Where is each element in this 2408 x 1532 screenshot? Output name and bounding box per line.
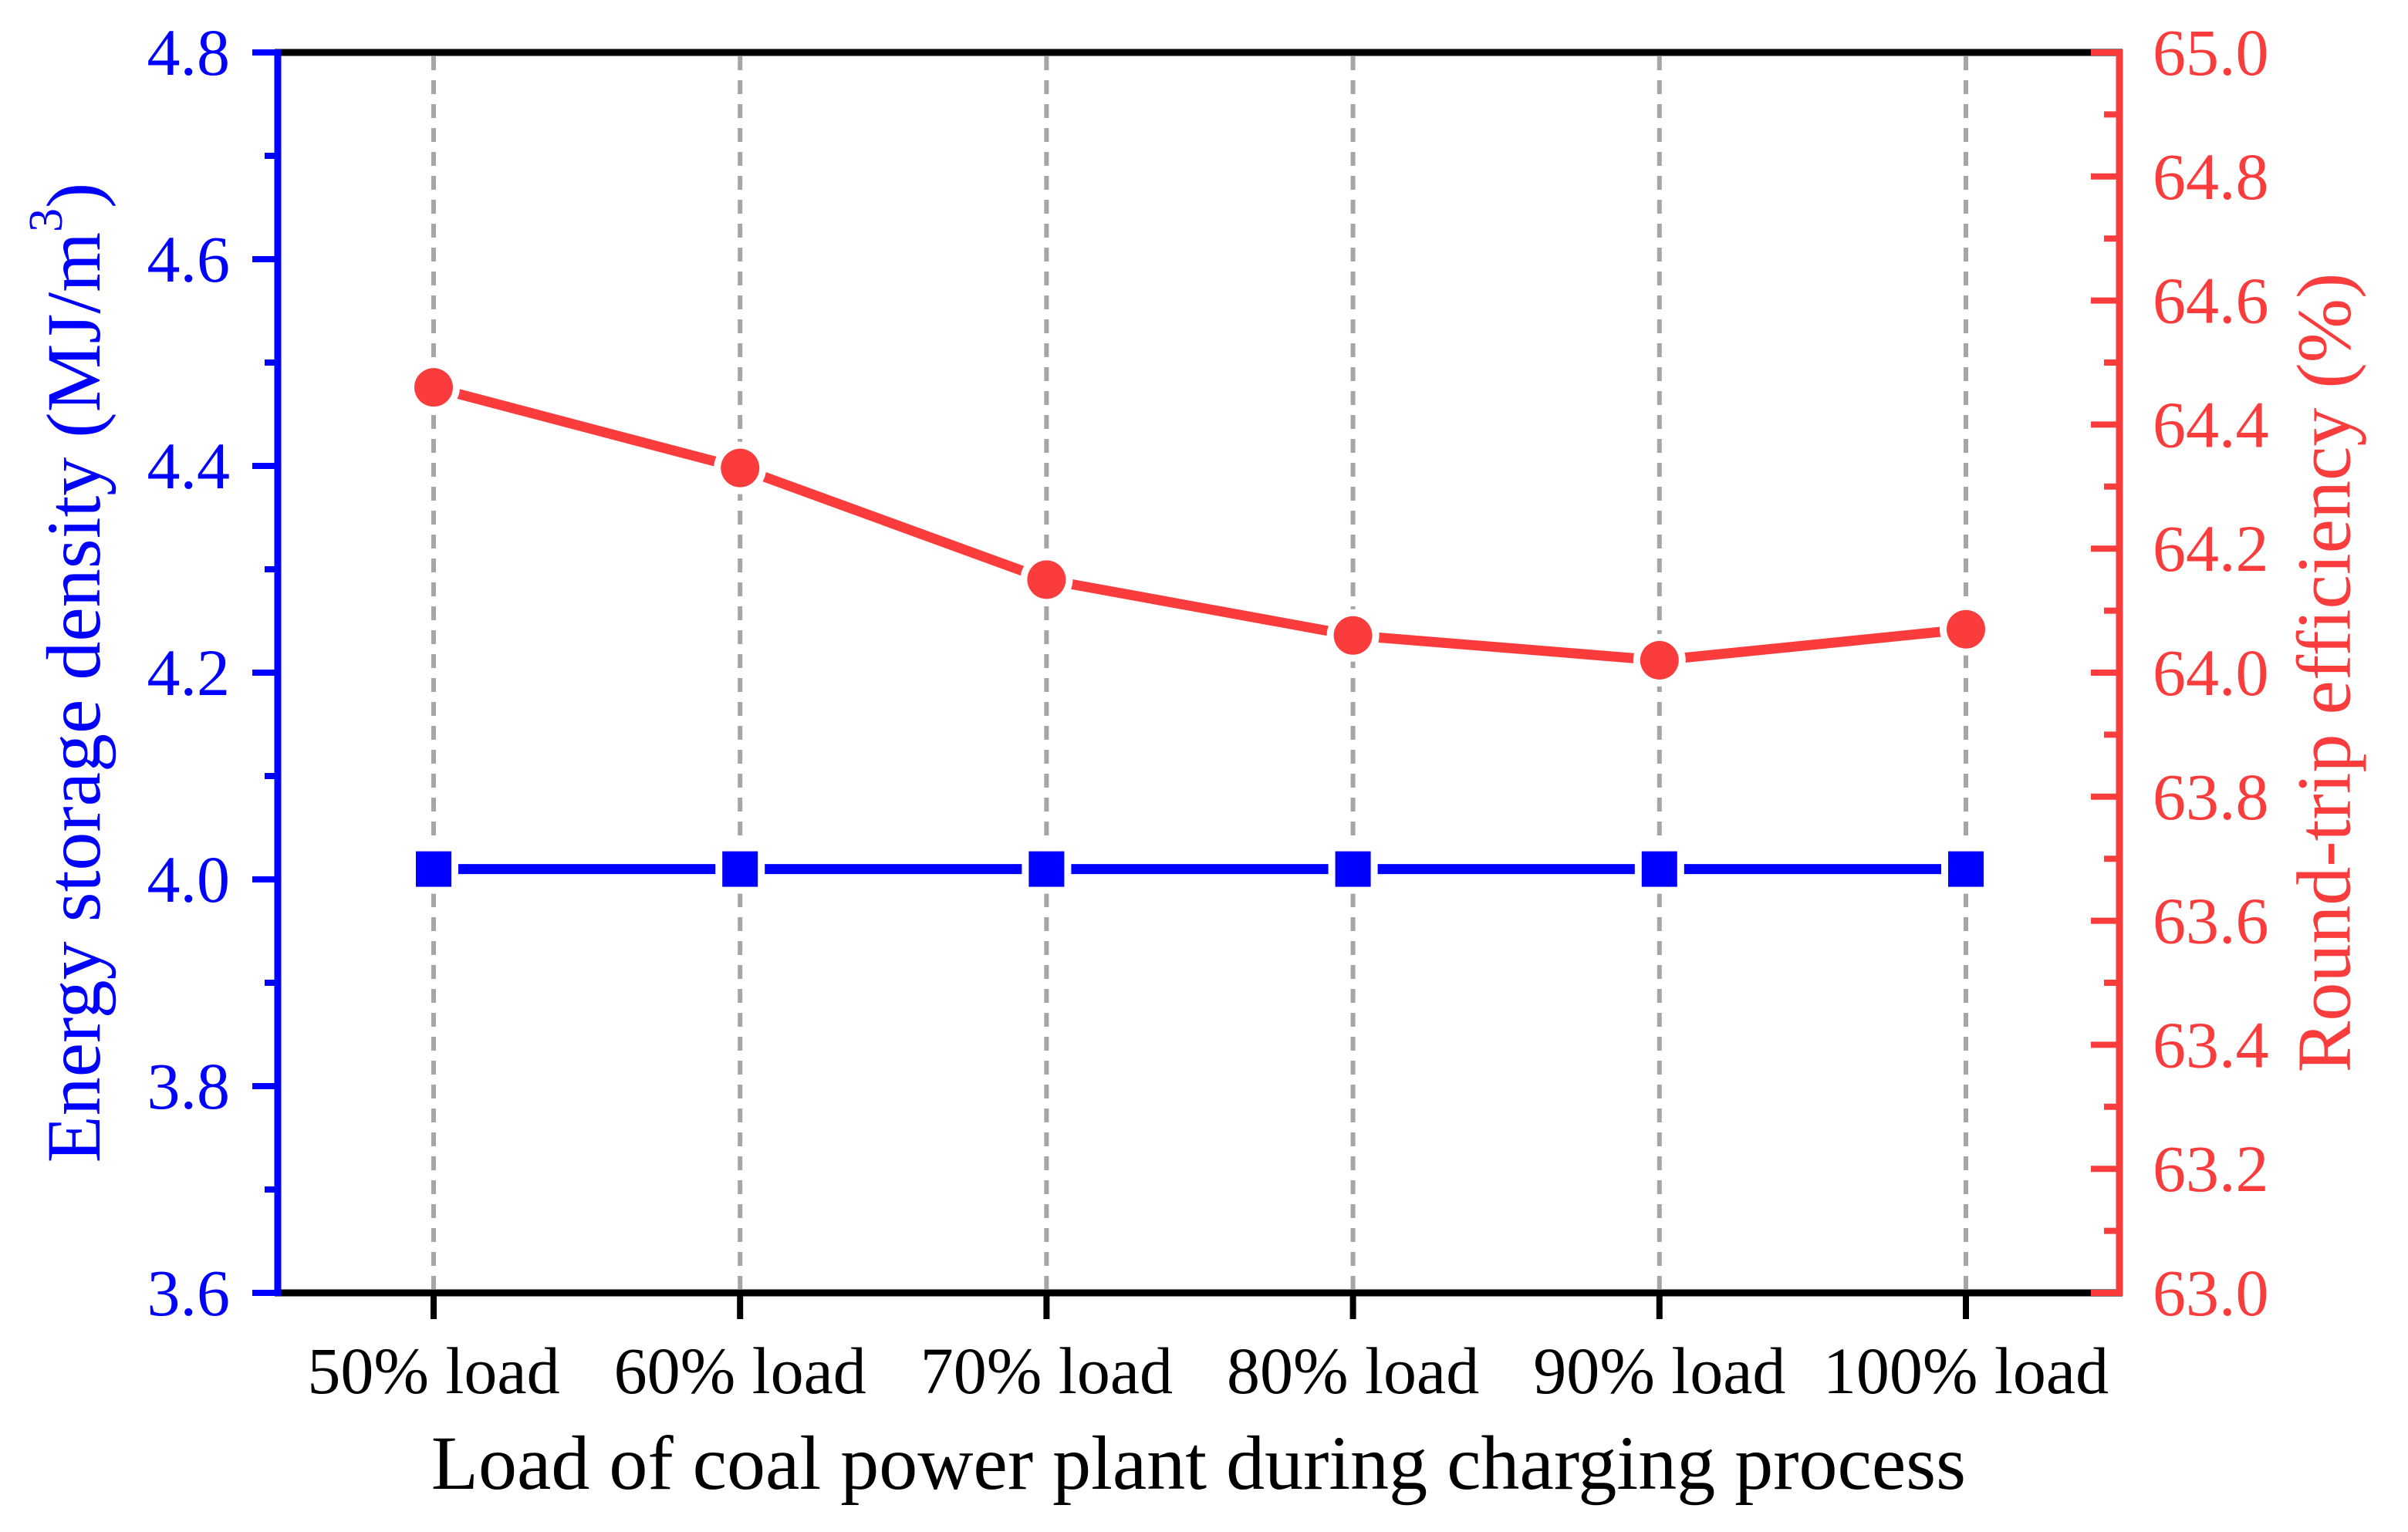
left-axis-title-main: Energy storage density (MJ/m — [31, 232, 117, 1162]
series-energy-density — [409, 844, 1991, 894]
marker-square — [722, 851, 758, 887]
right-tick-label: 64.4 — [2153, 387, 2269, 461]
right-tick-label: 63.2 — [2153, 1132, 2269, 1206]
left-axis-title: Energy storage density (MJ/m3) — [20, 183, 117, 1163]
right-tick-label: 64.0 — [2153, 636, 2269, 710]
left-tick-label: 4.8 — [147, 15, 231, 89]
left-axis-title-superscript: 3 — [20, 208, 73, 232]
left-tick-label: 3.6 — [147, 1256, 231, 1330]
x-tick-label: 50% load — [307, 1334, 559, 1408]
right-tick-label: 64.2 — [2153, 511, 2269, 585]
right-tick-label: 63.6 — [2153, 884, 2269, 958]
left-tick-label: 3.8 — [147, 1049, 231, 1123]
marker-circle — [414, 368, 453, 407]
marker-circle — [1027, 560, 1066, 599]
right-tick-label: 65.0 — [2153, 15, 2269, 89]
marker-circle — [721, 448, 760, 488]
x-axis-title: Load of coal power plant during charging… — [431, 1420, 1966, 1506]
marker-square — [1335, 851, 1371, 887]
right-tick-labels: 63.0 63.2 63.4 63.6 63.8 64.0 64.2 64.4 64.6 64.8… — [2153, 15, 2269, 1330]
marker-square — [1028, 851, 1065, 887]
right-axis-title: Round-trip efficiency (%) — [2281, 273, 2367, 1073]
series-round-trip-efficiency — [407, 361, 1992, 687]
x-tick-label: 60% load — [614, 1334, 866, 1408]
left-tick-label: 4.6 — [147, 222, 231, 296]
right-tick-label: 64.6 — [2153, 264, 2269, 338]
right-tick-label: 63.0 — [2153, 1256, 2269, 1330]
left-tick-label: 4.0 — [147, 842, 231, 916]
x-tick-label: 80% load — [1227, 1334, 1479, 1408]
marker-square — [416, 851, 451, 887]
marker-circle — [1333, 616, 1373, 655]
left-tick-label: 4.2 — [147, 636, 231, 710]
x-tick-label: 100% load — [1823, 1334, 2109, 1408]
left-tick-labels: 3.6 3.8 4.0 4.2 4.4 4.6 4.8 — [147, 15, 231, 1330]
left-tick-label: 4.4 — [147, 429, 231, 503]
series-line — [432, 382, 1967, 666]
marker-circle — [1640, 640, 1679, 680]
left-axis-title-close: ) — [31, 183, 117, 208]
axis-ticks — [252, 49, 2119, 1319]
x-tick-labels: 50% load 60% load 70% load 80% load 90% load… — [307, 1334, 2109, 1408]
marker-square — [1641, 851, 1677, 887]
marker-circle — [1947, 609, 1985, 649]
right-tick-label: 64.8 — [2153, 140, 2269, 214]
right-tick-label: 63.4 — [2153, 1007, 2269, 1082]
marker-square — [1948, 851, 1984, 887]
right-tick-label: 63.8 — [2153, 760, 2269, 834]
plot-frame — [274, 49, 2123, 1297]
x-tick-label: 70% load — [920, 1334, 1173, 1408]
gridlines — [431, 56, 1968, 1289]
x-tick-label: 90% load — [1533, 1334, 1785, 1408]
